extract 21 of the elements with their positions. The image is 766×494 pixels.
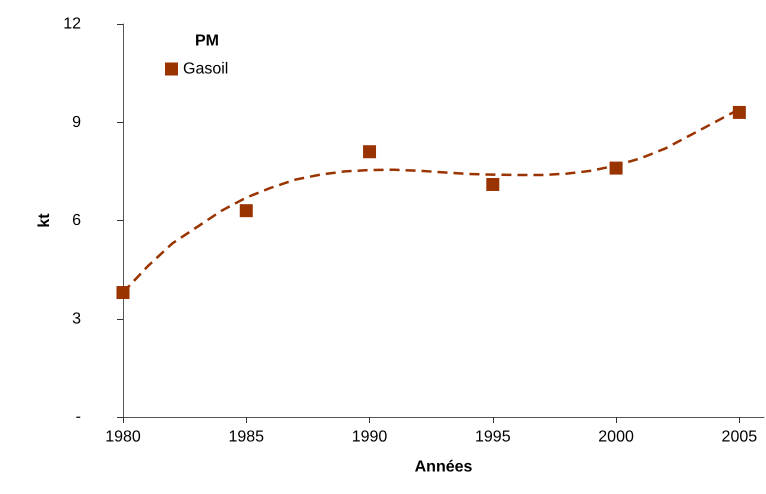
- point: [116, 286, 130, 300]
- x-axis-title: Années: [414, 458, 472, 476]
- x-tick-label: 2005: [722, 428, 758, 446]
- point: [610, 162, 623, 175]
- x-tick-label: 1985: [228, 428, 264, 446]
- x-tick-label: 1995: [475, 428, 511, 446]
- point: [732, 106, 746, 119]
- x-tick-label: 1980: [105, 428, 141, 446]
- y-tick-label: 6: [72, 212, 82, 229]
- point: [486, 178, 500, 191]
- x-tick-label: 1990: [352, 428, 388, 446]
- y-tick-label: 9: [72, 114, 82, 131]
- y-tick-label: 3: [72, 310, 82, 328]
- y-tick-label: -: [76, 408, 81, 426]
- y-tick-label: 12: [63, 16, 82, 32]
- x-tick-label: 2000: [598, 428, 634, 446]
- y-axis-title: kt: [36, 212, 53, 228]
- point: [363, 145, 376, 158]
- legend-label: Gasoil: [183, 60, 228, 78]
- legend-title: PM: [195, 32, 219, 50]
- point: [240, 204, 253, 218]
